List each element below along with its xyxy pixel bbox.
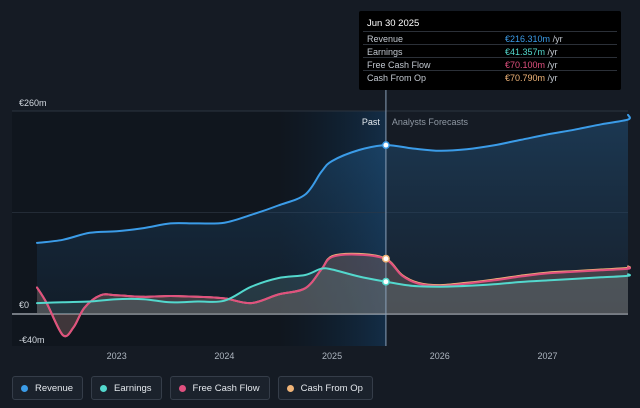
tooltip-row-revenue: Revenue €216.310m /yr (363, 31, 617, 45)
tooltip-value: €70.100m /yr (505, 60, 558, 70)
legend-dot-icon (21, 384, 28, 392)
current-markers (381, 141, 390, 286)
legend-dot-icon (286, 384, 294, 392)
free_cash_flow-area (37, 254, 630, 337)
x-tick-label: 2023 (107, 351, 127, 361)
tooltip-label: Cash From Op (367, 73, 427, 83)
y-tick-label: €0 (19, 300, 29, 310)
cash_from_op-area (37, 253, 630, 337)
legend-dot-icon (178, 384, 186, 392)
tooltip-label: Revenue (367, 34, 404, 44)
tooltip-label: Free Cash Flow (367, 60, 431, 70)
x-tick-label: 2025 (322, 351, 342, 361)
tooltip: Jun 30 2025 Revenue €216.310m /yr Earnin… (359, 11, 621, 90)
earnings-line (36, 267, 631, 305)
tooltip-row-cash-from-op: Cash From Op €70.790m /yr (363, 70, 617, 84)
legend: Revenue Earnings Free Cash Flow Cash Fro… (12, 376, 381, 400)
legend-label: Earnings (114, 382, 152, 394)
cash_from_op-marker (381, 254, 390, 263)
x-tick-label: 2024 (214, 351, 234, 361)
past-label: Past (362, 117, 381, 127)
axis-labels: €260m €0 -€40m 2023 2024 2025 2026 2027 Past Anal… (19, 98, 557, 361)
legend-label: Free Cash Flow (192, 382, 260, 394)
revenue-line (36, 113, 631, 244)
tooltip-date: Jun 30 2025 (367, 18, 420, 29)
y-tick-label: -€40m (19, 335, 45, 345)
legend-cash-from-op-button[interactable]: Cash From Op (277, 376, 373, 400)
legend-earnings-button[interactable]: Earnings (91, 376, 162, 400)
tooltip-value: €41.357m /yr (505, 47, 558, 57)
earnings-marker (381, 277, 390, 286)
chart-area: €260m €0 -€40m 2023 2024 2025 2026 2027 Past Anal… (12, 11, 631, 361)
x-tick-label: 2027 (537, 351, 557, 361)
legend-label: Cash From Op (300, 382, 363, 394)
forecast-label: Analysts Forecasts (392, 117, 469, 127)
legend-dot-icon (100, 384, 108, 392)
tooltip-value: €70.790m /yr (505, 73, 558, 83)
tooltip-label: Earnings (367, 47, 403, 57)
legend-label: Revenue (35, 382, 74, 394)
tooltip-row-free-cash-flow: Free Cash Flow €70.100m /yr (363, 57, 617, 71)
revenue-marker (381, 141, 390, 150)
x-tick-label: 2026 (430, 351, 450, 361)
tooltip-row-earnings: Earnings €41.357m /yr (363, 44, 617, 58)
legend-revenue-button[interactable]: Revenue (12, 376, 84, 400)
series-lines (36, 113, 631, 338)
tooltip-value: €216.310m /yr (505, 34, 563, 44)
y-tick-label: €260m (19, 98, 47, 108)
revenue-area (37, 114, 630, 315)
legend-free-cash-flow-button[interactable]: Free Cash Flow (169, 376, 270, 400)
